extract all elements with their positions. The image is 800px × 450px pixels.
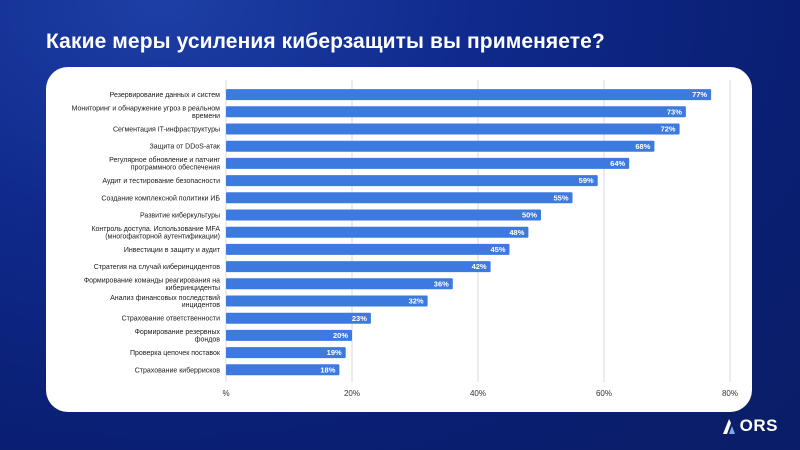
x-tick-label: 40%: [470, 389, 486, 398]
x-tick-label: %: [222, 389, 229, 398]
category-label: Инвестиции в защиту и аудит: [124, 247, 221, 254]
bar: [226, 261, 491, 273]
bar: [226, 175, 598, 187]
bar: [226, 364, 340, 376]
data-label: 64%: [610, 159, 625, 168]
data-label: 23%: [352, 314, 367, 323]
page-title: Какие меры усиления киберзащиты вы приме…: [46, 30, 605, 53]
bar: [226, 106, 686, 118]
category-label: Формирование команды реагирования на кибе…: [84, 278, 220, 292]
ors-logo-mark-icon: [722, 419, 735, 434]
category-label: Страхование ответственности: [122, 316, 220, 323]
bar: [226, 209, 541, 221]
data-label: 48%: [509, 228, 524, 237]
logo-text: ORS: [739, 416, 778, 435]
chart-card: % 20% 40% 60% 80% Резервирование данных и сис…: [46, 67, 752, 412]
data-label: 32%: [409, 297, 424, 306]
x-tick-label: 60%: [596, 389, 612, 398]
bar: [226, 347, 346, 359]
data-label: 18%: [320, 365, 335, 374]
category-label: Стратегия на случай киберинцидентов: [94, 263, 221, 271]
category-label: Развитие киберкультуры: [140, 212, 220, 220]
bar: [226, 89, 712, 101]
category-label: Контроль доступа. Использование MFA (мног…: [91, 226, 220, 240]
data-label: 55%: [553, 193, 568, 202]
bar: [226, 295, 428, 307]
bar: [226, 243, 510, 255]
category-label: Регулярное обновление и патчинг программн…: [109, 156, 220, 171]
bar: [226, 192, 573, 204]
category-label: Формирование резервных фондов: [135, 329, 221, 343]
x-tick-label: 20%: [344, 389, 360, 398]
bar: [226, 157, 630, 169]
category-label: Создание комплексной политики ИБ: [101, 194, 220, 202]
data-label: 45%: [490, 245, 505, 254]
data-label: 68%: [635, 142, 650, 151]
category-label: Проверка цепочек поставок: [130, 350, 221, 357]
data-label: 19%: [327, 348, 342, 357]
category-label: Анализ финансовых последствий инцидентов: [110, 294, 220, 309]
bar-chart: % 20% 40% 60% 80% Резервирование данных и сис…: [72, 80, 738, 398]
data-label: 59%: [579, 176, 594, 185]
category-label: Страхование киберрисков: [135, 366, 221, 374]
category-label: Мониторинг и обнаружение угроз в реально…: [72, 105, 221, 120]
category-label: Резервирование данных и систем: [110, 92, 221, 99]
bar: [226, 278, 453, 290]
category-label: Защита от DDoS-атак: [150, 144, 221, 151]
data-label: 72%: [661, 125, 676, 134]
bar: [226, 312, 371, 324]
data-label: 50%: [522, 211, 537, 220]
data-label: 73%: [667, 107, 682, 116]
x-tick-label: 80%: [722, 389, 738, 398]
bar: [226, 226, 529, 238]
bar: [226, 329, 352, 341]
data-label: 36%: [434, 279, 449, 288]
category-label: Сегментация IT-инфраструктуры: [113, 127, 220, 134]
category-label: Аудит и тестирование безопасности: [102, 177, 220, 185]
bar: [226, 123, 680, 135]
brand-logo: ORS: [721, 416, 778, 436]
data-label: 77%: [692, 90, 707, 99]
bar: [226, 140, 655, 152]
data-label: 42%: [472, 262, 487, 271]
data-label: 20%: [333, 331, 348, 340]
